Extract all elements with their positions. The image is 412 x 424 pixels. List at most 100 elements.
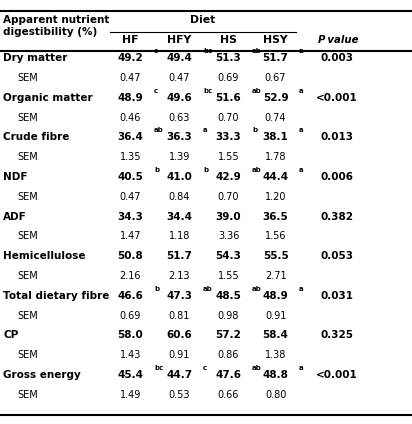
Text: 49.6: 49.6 [166,93,192,103]
Text: SEM: SEM [18,390,38,400]
Text: 0.006: 0.006 [321,172,353,182]
Text: 2.16: 2.16 [119,271,141,281]
Text: 1.56: 1.56 [265,232,286,241]
Text: 0.47: 0.47 [169,73,190,83]
Text: 48.9: 48.9 [117,93,143,103]
Text: 0.67: 0.67 [265,73,286,83]
Text: 52.9: 52.9 [263,93,288,103]
Text: HS: HS [220,35,237,45]
Text: 51.3: 51.3 [215,53,241,63]
Text: 36.3: 36.3 [166,132,192,142]
Text: 57.2: 57.2 [215,330,241,340]
Text: NDF: NDF [3,172,28,182]
Text: ab: ab [252,365,262,371]
Text: SEM: SEM [18,350,38,360]
Text: 0.84: 0.84 [169,192,190,202]
Text: ab: ab [203,286,213,292]
Text: 49.4: 49.4 [166,53,192,63]
Text: 1.18: 1.18 [169,232,190,241]
Text: a: a [299,167,304,173]
Text: 40.5: 40.5 [117,172,143,182]
Text: ab: ab [252,88,262,94]
Text: 0.69: 0.69 [218,73,239,83]
Text: 0.70: 0.70 [218,113,239,123]
Text: CP: CP [3,330,19,340]
Text: a: a [299,286,304,292]
Text: SEM: SEM [18,192,38,202]
Text: SEM: SEM [18,73,38,83]
Text: 58.4: 58.4 [262,330,288,340]
Text: 0.91: 0.91 [265,311,286,321]
Text: 44.7: 44.7 [166,370,192,380]
Text: a: a [299,365,304,371]
Text: 0.70: 0.70 [218,192,239,202]
Text: 51.6: 51.6 [215,93,241,103]
Text: 54.3: 54.3 [215,251,241,261]
Text: 0.47: 0.47 [119,73,141,83]
Text: b: b [252,127,257,133]
Text: bc: bc [203,48,212,54]
Text: 1.49: 1.49 [119,390,141,400]
Text: 0.81: 0.81 [169,311,190,321]
Text: 47.6: 47.6 [215,370,241,380]
Text: 36.5: 36.5 [263,212,288,222]
Text: ab: ab [252,286,262,292]
Text: 0.031: 0.031 [321,291,353,301]
Text: bc: bc [154,365,163,371]
Text: 2.13: 2.13 [169,271,190,281]
Text: a: a [299,88,304,94]
Text: 2.71: 2.71 [265,271,286,281]
Text: 0.382: 0.382 [321,212,353,222]
Text: 39.0: 39.0 [216,212,241,222]
Text: a: a [203,127,208,133]
Text: 0.003: 0.003 [321,53,353,63]
Text: c: c [154,48,158,54]
Text: 60.6: 60.6 [166,330,192,340]
Text: 0.325: 0.325 [321,330,353,340]
Text: 34.3: 34.3 [117,212,143,222]
Text: Gross energy: Gross energy [3,370,81,380]
Text: 55.5: 55.5 [263,251,288,261]
Text: ab: ab [252,48,262,54]
Text: 48.8: 48.8 [262,370,288,380]
Text: 47.3: 47.3 [166,291,192,301]
Text: Diet: Diet [190,15,215,25]
Text: 51.7: 51.7 [262,53,288,63]
Text: Total dietary fibre: Total dietary fibre [3,291,110,301]
Text: 1.78: 1.78 [265,152,286,162]
Text: ab: ab [154,127,164,133]
Text: <0.001: <0.001 [316,93,358,103]
Text: 36.4: 36.4 [117,132,143,142]
Text: SEM: SEM [18,232,38,241]
Text: 1.55: 1.55 [218,152,239,162]
Text: 0.80: 0.80 [265,390,286,400]
Text: Dry matter: Dry matter [3,53,68,63]
Text: HF: HF [122,35,138,45]
Text: 0.63: 0.63 [169,113,190,123]
Text: 0.74: 0.74 [265,113,286,123]
Text: 44.4: 44.4 [262,172,289,182]
Text: a: a [299,127,304,133]
Text: SEM: SEM [18,311,38,321]
Text: 1.35: 1.35 [119,152,141,162]
Text: 0.053: 0.053 [321,251,353,261]
Text: 1.47: 1.47 [119,232,141,241]
Text: 1.43: 1.43 [119,350,141,360]
Text: ab: ab [252,167,262,173]
Text: 0.66: 0.66 [218,390,239,400]
Text: 33.3: 33.3 [215,132,241,142]
Text: Hemicellulose: Hemicellulose [3,251,86,261]
Text: c: c [154,88,158,94]
Text: 46.6: 46.6 [117,291,143,301]
Text: 48.9: 48.9 [263,291,288,301]
Text: <0.001: <0.001 [316,370,358,380]
Text: 1.38: 1.38 [265,350,286,360]
Text: SEM: SEM [18,271,38,281]
Text: P value: P value [316,35,358,45]
Text: 0.69: 0.69 [119,311,141,321]
Text: 1.39: 1.39 [169,152,190,162]
Text: HFY: HFY [167,35,192,45]
Text: 0.91: 0.91 [169,350,190,360]
Text: 0.86: 0.86 [218,350,239,360]
Text: 0.53: 0.53 [169,390,190,400]
